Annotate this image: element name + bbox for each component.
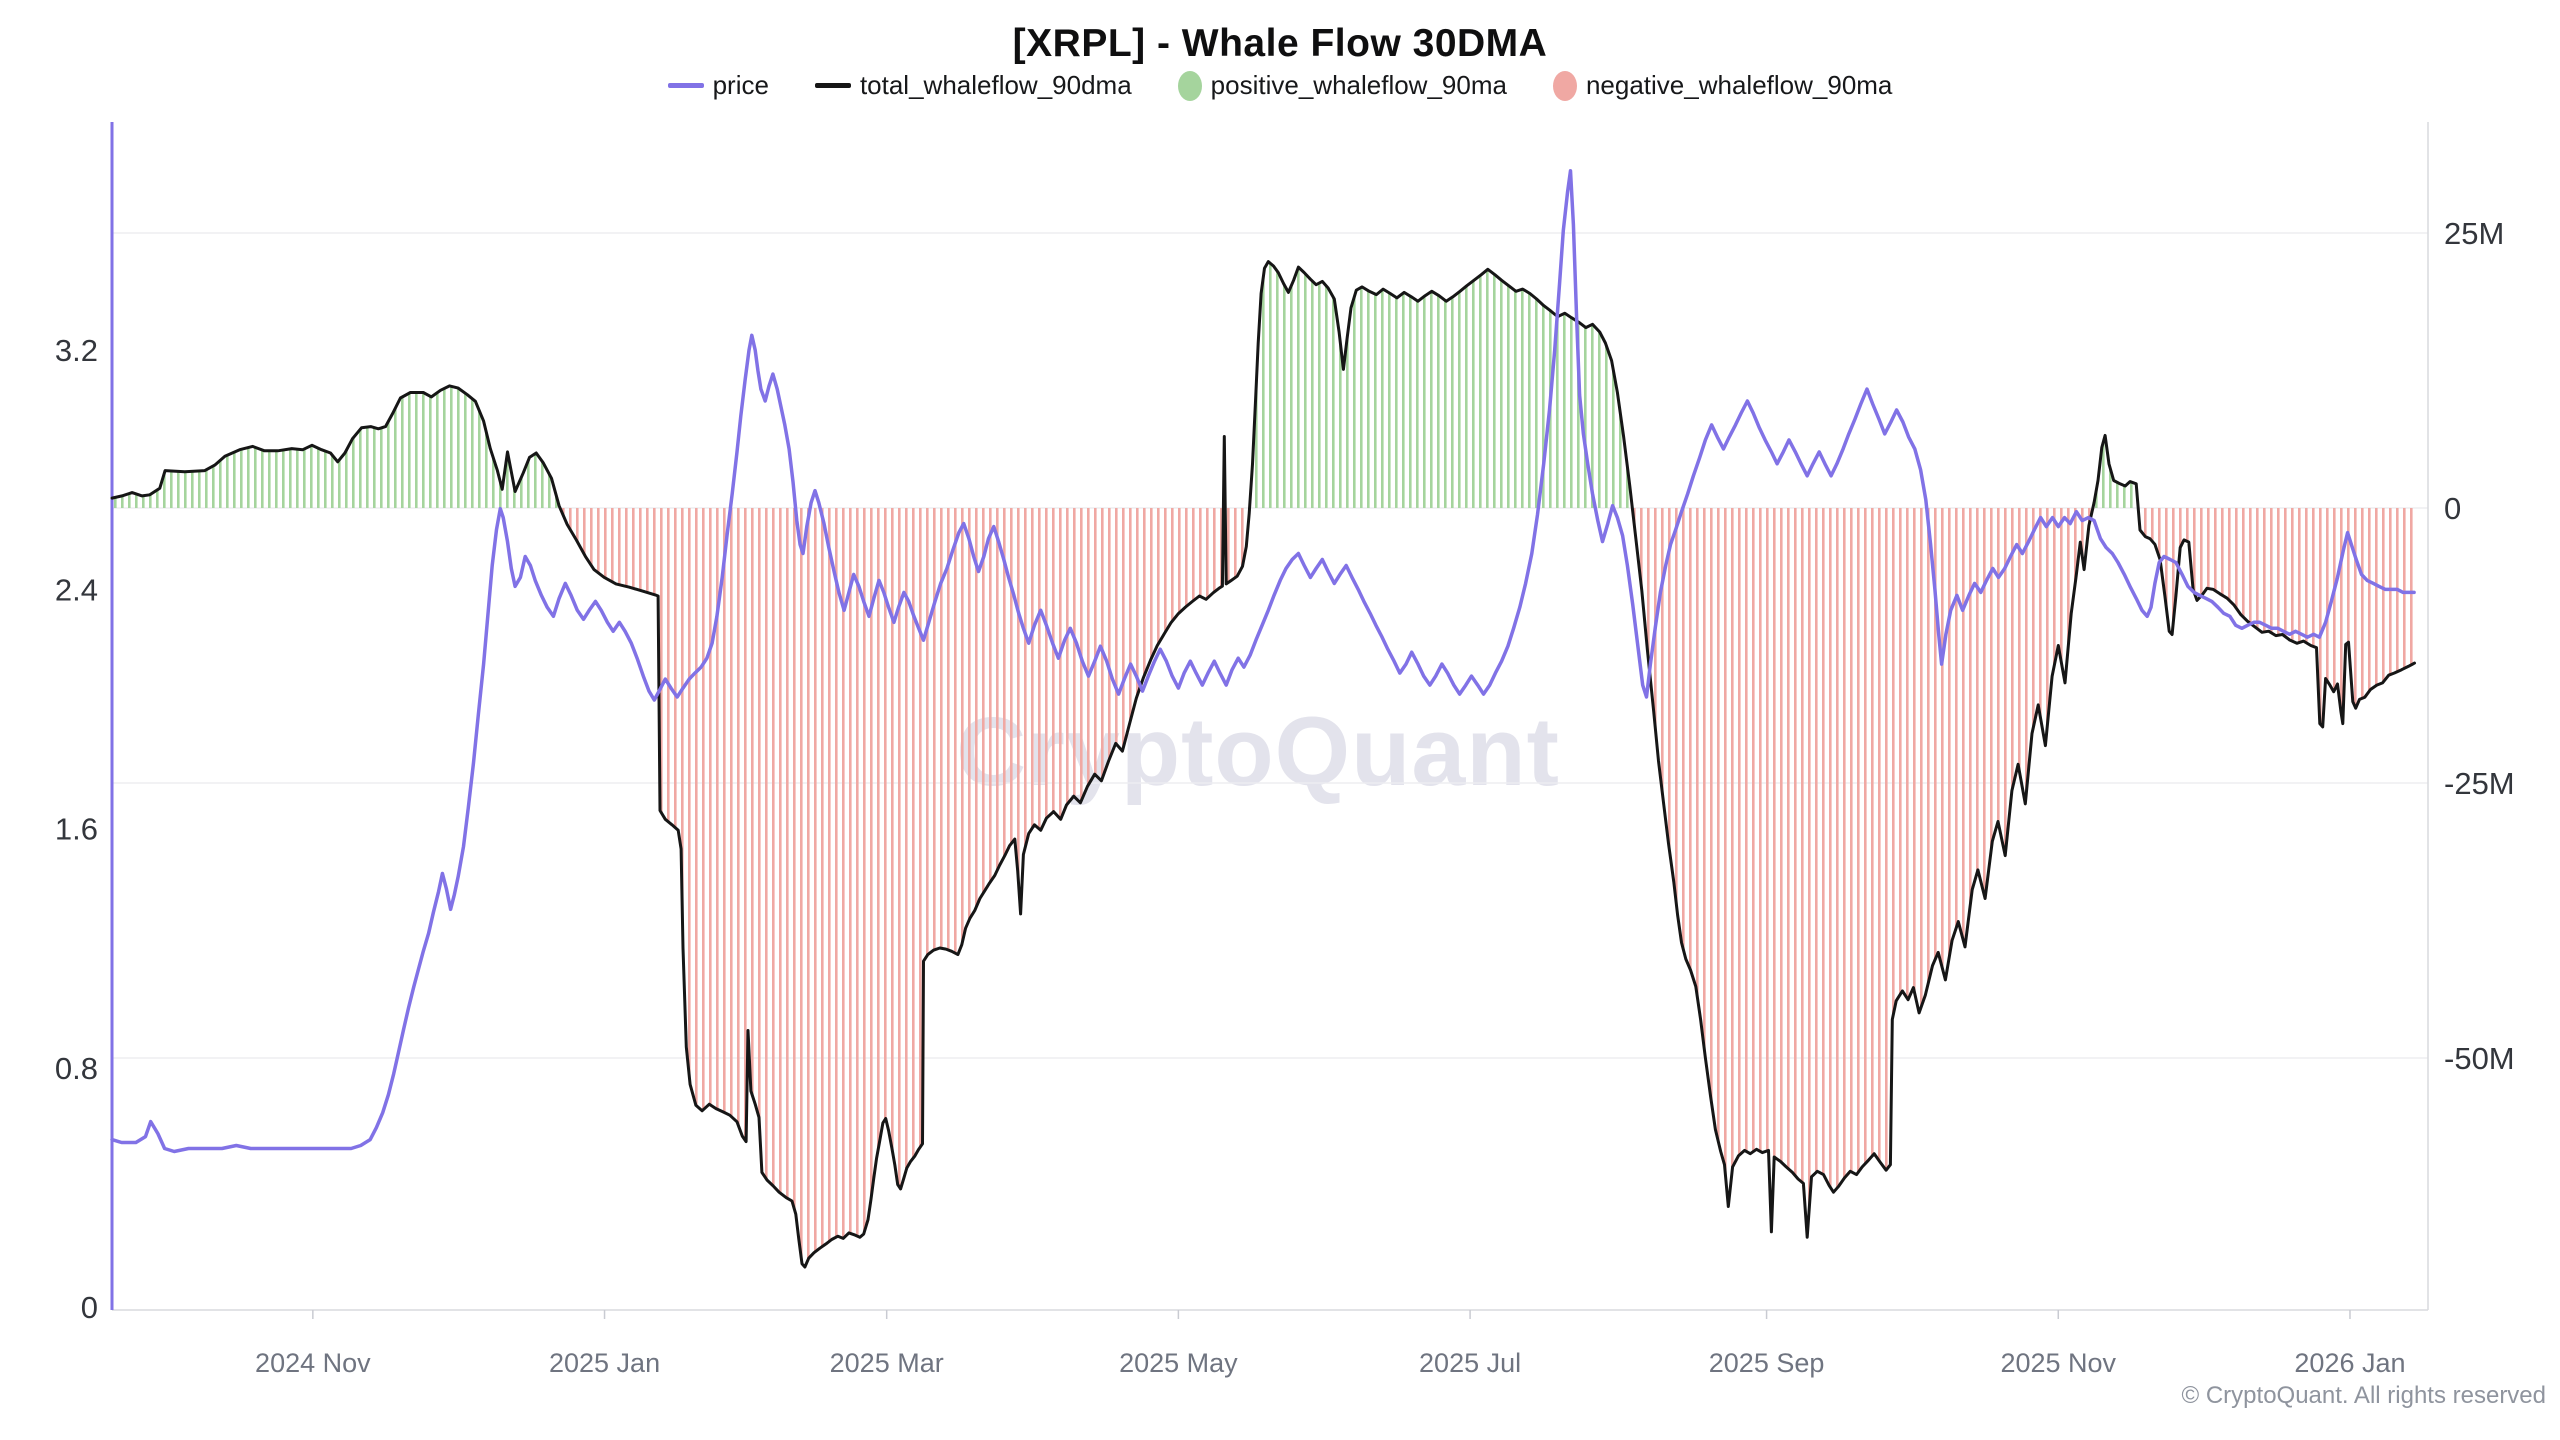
legend-label: total_whaleflow_90dma — [859, 70, 1132, 100]
positive-whaleflow-swatch-icon — [1177, 70, 1202, 101]
total-whaleflow-line — [110, 260, 2416, 1269]
price-axis-label: 0.8 — [55, 1051, 98, 1086]
price-swatch-icon — [667, 83, 704, 88]
price-line — [110, 169, 2416, 1154]
legend-label: price — [712, 70, 769, 100]
chart-title: [XRPL] - Whale Flow 30DMA — [1012, 22, 1548, 65]
legend-item-negative-whaleflow[interactable]: negative_whaleflow_90ma — [1552, 70, 1893, 101]
price-axis-label: 0 — [81, 1290, 98, 1325]
x-axis-label: 2025 May — [1119, 1348, 1238, 1378]
positive-whaleflow-area — [112, 261, 2415, 508]
price-axis-label: 2.4 — [55, 572, 98, 607]
flow-axis-label: 0 — [2444, 491, 2461, 526]
price-axis-label: 3.2 — [55, 333, 98, 368]
flow-axis-label: -25M — [2444, 766, 2515, 801]
legend-item-total-whaleflow[interactable]: total_whaleflow_90dma — [814, 70, 1132, 101]
flow-axis-label: -50M — [2444, 1041, 2515, 1076]
legend-label: negative_whaleflow_90ma — [1585, 70, 1893, 100]
x-axis-label: 2024 Nov — [255, 1348, 371, 1378]
negative-whaleflow-area — [112, 508, 2415, 1267]
x-axis-label: 2025 Mar — [830, 1348, 944, 1378]
chart-legend: price total_whaleflow_90dma positive_whale… — [0, 70, 2560, 101]
x-axis-label: 2025 Jan — [549, 1348, 660, 1378]
legend-label: positive_whaleflow_90ma — [1210, 70, 1507, 100]
x-axis-label: 2025 Sep — [1709, 1348, 1825, 1378]
legend-item-positive-whaleflow[interactable]: positive_whaleflow_90ma — [1177, 70, 1507, 101]
x-axis-label: 2025 Jul — [1419, 1348, 1521, 1378]
total-whaleflow-swatch-icon — [814, 83, 851, 88]
x-axis-label: 2026 Jan — [2294, 1348, 2405, 1378]
x-axis-label: 2025 Nov — [2000, 1348, 2116, 1378]
flow-axis-label: 25M — [2444, 216, 2504, 251]
price-axis-label: 1.6 — [55, 812, 98, 847]
negative-whaleflow-swatch-icon — [1552, 70, 1577, 101]
legend-item-price[interactable]: price — [667, 70, 769, 101]
copyright-notice: © CryptoQuant. All rights reserved — [2181, 1382, 2547, 1409]
